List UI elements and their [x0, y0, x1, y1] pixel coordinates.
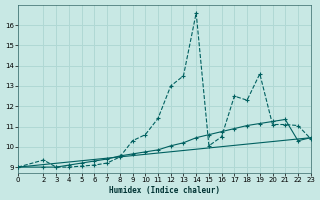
- X-axis label: Humidex (Indice chaleur): Humidex (Indice chaleur): [109, 186, 220, 195]
